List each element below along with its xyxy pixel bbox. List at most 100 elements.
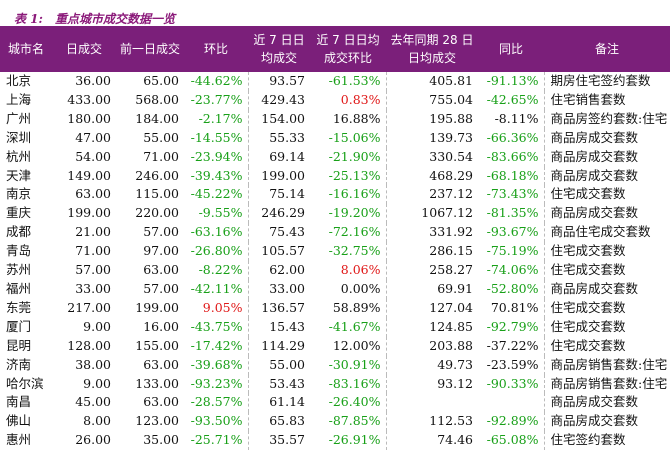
cell-prev-day: 35.00 bbox=[143, 432, 179, 448]
cell-city: 成都 bbox=[6, 224, 32, 240]
cell-7day-avg: 15.43 bbox=[269, 318, 305, 334]
cell-7day-avg-change: -19.20% bbox=[310, 204, 387, 224]
cell-7day-avg: 61.14 bbox=[269, 394, 305, 410]
cell-daily: 433.00 bbox=[67, 91, 111, 107]
cell-7day-avg: 114.29 bbox=[261, 337, 305, 353]
header-7day-avg-change: 近 7 日日均成交环比 bbox=[310, 26, 386, 72]
cell-prev-day: 63.00 bbox=[143, 356, 179, 372]
cell-daily: 54.00 bbox=[75, 148, 111, 164]
cell-last-year-avg: 112.53 bbox=[429, 413, 473, 429]
cell-yoy: -81.35% bbox=[478, 204, 545, 224]
cell-day-change: -44.62% bbox=[184, 72, 249, 91]
cell-daily: 36.00 bbox=[75, 73, 111, 88]
table-row: 厦门 9.00 16.00 -43.75% 15.43 -41.67% 124.85 -92.… bbox=[0, 317, 670, 337]
cell-note: 商品房成交套数 bbox=[550, 205, 639, 221]
cell-note: 商品房签约套数:住宅 bbox=[550, 110, 668, 126]
cell-day-change: -23.77% bbox=[184, 90, 249, 110]
table-row: 北京 36.00 65.00 -44.62% 93.57 -61.53% 405.81 -91… bbox=[0, 72, 670, 91]
caption-text: 重点城市成交数据一览 bbox=[54, 12, 175, 26]
cell-7day-avg-change: 8.06% bbox=[310, 261, 387, 280]
cell-7day-avg: 136.57 bbox=[261, 299, 305, 315]
cell-prev-day: 97.00 bbox=[143, 243, 179, 259]
cell-daily: 63.00 bbox=[75, 186, 111, 202]
cell-prev-day: 155.00 bbox=[135, 337, 179, 353]
cell-7day-avg: 33.00 bbox=[269, 280, 305, 296]
cell-city: 杭州 bbox=[6, 148, 32, 164]
header-note: 备注 bbox=[544, 26, 670, 72]
cell-day-change: -93.50% bbox=[184, 412, 249, 432]
cell-last-year-avg: 258.27 bbox=[429, 262, 473, 278]
cell-note: 商品房成交套数 bbox=[550, 167, 639, 183]
cell-7day-avg-change: -32.75% bbox=[310, 242, 387, 262]
cell-prev-day: 184.00 bbox=[135, 110, 179, 126]
cell-7day-avg: 75.14 bbox=[269, 186, 305, 202]
cell-last-year-avg: 237.12 bbox=[429, 186, 473, 202]
cell-prev-day: 71.00 bbox=[143, 148, 179, 164]
header-7day-avg: 近 7 日日均成交 bbox=[248, 26, 310, 72]
cell-7day-avg: 65.83 bbox=[269, 413, 305, 429]
city-transactions-table: 城市名 日成交 前一日成交 环比 近 7 日日均成交 近 7 日日均成交环比 去… bbox=[0, 26, 670, 450]
cell-yoy: -91.13% bbox=[478, 72, 545, 91]
cell-prev-day: 133.00 bbox=[135, 375, 179, 391]
cell-daily: 199.00 bbox=[67, 205, 111, 221]
table-row: 哈尔滨 9.00 133.00 -93.23% 53.43 -83.16% 93.12 -90… bbox=[0, 374, 670, 394]
cell-last-year-avg bbox=[386, 393, 478, 412]
cell-last-year-avg: 49.73 bbox=[437, 356, 473, 372]
cell-7day-avg: 429.43 bbox=[261, 91, 305, 107]
cell-7day-avg: 62.00 bbox=[269, 262, 305, 278]
cell-last-year-avg: 93.12 bbox=[437, 375, 473, 391]
cell-day-change: -28.57% bbox=[184, 393, 249, 413]
cell-yoy: -92.79% bbox=[478, 317, 545, 337]
table-row: 昆明 128.00 155.00 -17.42% 114.29 12.00% 203.88-… bbox=[0, 336, 670, 356]
caption-label: 表 1: bbox=[14, 12, 43, 26]
cell-note: 期房住宅签约套数 bbox=[550, 73, 651, 88]
cell-prev-day: 246.00 bbox=[135, 167, 179, 183]
cell-last-year-avg: 69.91 bbox=[437, 280, 473, 296]
cell-7day-avg-change: -26.40% bbox=[310, 393, 387, 413]
cell-yoy: -37.22% bbox=[478, 336, 545, 356]
cell-note: 住宅成交套数 bbox=[550, 299, 626, 315]
cell-note: 商品房成交套数 bbox=[550, 280, 639, 296]
cell-day-change: 9.05% bbox=[184, 298, 249, 318]
table-row: 福州 33.00 57.00 -42.11% 33.00 0.00% 69.91 -52.80… bbox=[0, 279, 670, 299]
cell-note: 商品房销售套数:住宅 bbox=[550, 375, 668, 391]
cell-7day-avg-change: -83.16% bbox=[310, 374, 387, 394]
cell-city: 济南 bbox=[6, 356, 32, 372]
cell-note: 商品房成交套数 bbox=[550, 129, 639, 145]
cell-city: 上海 bbox=[6, 91, 32, 107]
cell-note: 住宅成交套数 bbox=[550, 262, 626, 278]
cell-7day-avg: 53.43 bbox=[269, 375, 305, 391]
header-prev-day: 前一日成交 bbox=[116, 26, 184, 72]
cell-last-year-avg: 468.29 bbox=[429, 167, 473, 183]
cell-yoy: -83.66% bbox=[478, 147, 545, 167]
cell-day-change: -25.71% bbox=[184, 431, 249, 450]
cell-city: 深圳 bbox=[6, 129, 32, 145]
cell-yoy: -52.80% bbox=[478, 279, 545, 299]
cell-daily: 57.00 bbox=[75, 262, 111, 278]
cell-daily: 33.00 bbox=[75, 280, 111, 296]
cell-day-change: -42.11% bbox=[184, 279, 249, 299]
cell-day-change: -23.94% bbox=[184, 147, 249, 167]
cell-note: 商品住宅成交套数 bbox=[550, 224, 651, 240]
cell-note: 商品房销售套数:住宅 bbox=[550, 356, 668, 372]
cell-7day-avg-change: -21.90% bbox=[310, 147, 387, 167]
cell-last-year-avg: 755.04 bbox=[429, 91, 473, 107]
cell-daily: 38.00 bbox=[75, 356, 111, 372]
cell-city: 厦门 bbox=[6, 318, 32, 334]
cell-day-change: -17.42% bbox=[184, 336, 249, 356]
cell-prev-day: 63.00 bbox=[143, 394, 179, 410]
cell-daily: 149.00 bbox=[67, 167, 111, 183]
cell-day-change: -2.17% bbox=[184, 109, 249, 129]
cell-7day-avg-change: 58.89% bbox=[310, 298, 387, 318]
cell-7day-avg: 199.00 bbox=[261, 167, 305, 183]
cell-7day-avg: 55.00 bbox=[269, 356, 305, 372]
cell-yoy: 70.81% bbox=[478, 298, 545, 318]
cell-daily: 9.00 bbox=[83, 375, 111, 391]
cell-note: 住宅成交套数 bbox=[550, 337, 626, 353]
cell-note: 住宅成交套数 bbox=[550, 186, 626, 202]
cell-last-year-avg: 286.15 bbox=[429, 243, 473, 259]
cell-7day-avg: 55.33 bbox=[269, 129, 305, 145]
cell-yoy bbox=[478, 393, 545, 413]
cell-daily: 26.00 bbox=[75, 432, 111, 448]
cell-note: 商品房成交套数 bbox=[550, 394, 639, 410]
